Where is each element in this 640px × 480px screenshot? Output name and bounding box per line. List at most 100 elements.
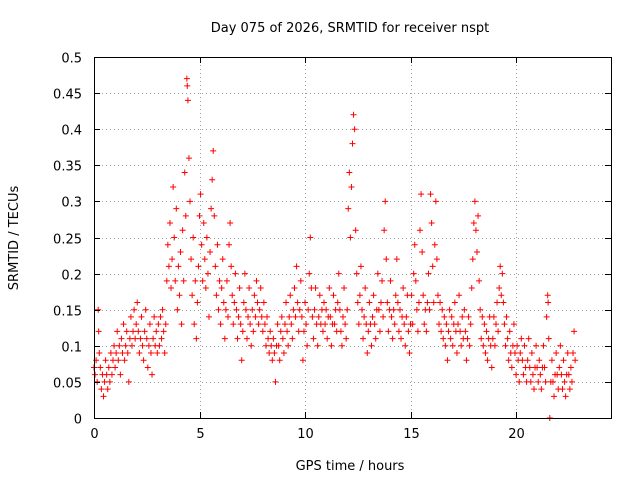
data-point <box>240 299 247 306</box>
data-point <box>260 299 267 306</box>
data-point <box>188 256 195 263</box>
data-point <box>511 350 518 357</box>
x-tick-label: 0 <box>90 427 98 442</box>
data-point <box>499 270 506 277</box>
data-point <box>253 277 260 284</box>
data-point <box>393 256 400 263</box>
data-point <box>215 306 222 313</box>
data-point <box>475 212 482 219</box>
data-point <box>132 335 139 342</box>
data-point <box>151 313 158 320</box>
data-point <box>409 321 416 328</box>
y-tick-label: 0.1 <box>61 341 82 356</box>
data-point <box>453 350 460 357</box>
data-point <box>379 277 386 284</box>
data-point <box>439 306 446 313</box>
data-point <box>143 335 150 342</box>
data-point <box>169 256 176 263</box>
y-axis-label: SRMTID / TECUs <box>7 186 22 291</box>
data-point <box>306 270 313 277</box>
data-point <box>108 371 115 378</box>
data-point <box>433 256 440 263</box>
data-point <box>431 241 438 248</box>
data-point <box>430 299 437 306</box>
data-point <box>158 335 165 342</box>
data-point <box>410 270 417 277</box>
data-point <box>467 321 474 328</box>
data-point <box>106 378 113 385</box>
data-point <box>527 378 534 385</box>
data-point <box>181 169 188 176</box>
data-point <box>444 357 451 364</box>
data-point <box>155 321 162 328</box>
data-point <box>284 328 291 335</box>
data-point <box>382 198 389 205</box>
data-point <box>266 350 273 357</box>
data-point <box>125 378 132 385</box>
data-point <box>118 335 125 342</box>
data-point <box>96 350 103 357</box>
data-point <box>561 378 568 385</box>
data-point <box>328 342 335 349</box>
data-point <box>195 263 202 270</box>
data-point <box>271 350 278 357</box>
data-point <box>290 306 297 313</box>
data-point <box>427 191 434 198</box>
data-point <box>560 357 567 364</box>
data-point <box>95 328 102 335</box>
data-point <box>566 386 573 393</box>
data-point <box>293 263 300 270</box>
data-point <box>241 270 248 277</box>
data-point <box>305 306 312 313</box>
data-point <box>287 292 294 299</box>
data-point <box>348 183 355 190</box>
data-point <box>341 285 348 292</box>
data-point <box>368 342 375 349</box>
data-point <box>255 321 262 328</box>
data-point <box>334 299 341 306</box>
data-point <box>365 328 372 335</box>
data-point <box>262 342 269 349</box>
data-point <box>558 371 565 378</box>
data-point <box>304 342 311 349</box>
data-point <box>310 335 317 342</box>
data-point <box>137 335 144 342</box>
data-point <box>292 313 299 320</box>
data-point <box>355 321 362 328</box>
data-point <box>344 306 351 313</box>
data-point <box>445 328 452 335</box>
data-point <box>360 335 367 342</box>
data-point <box>418 191 425 198</box>
data-point <box>545 299 552 306</box>
data-point <box>480 342 487 349</box>
data-point <box>102 357 109 364</box>
data-point <box>200 220 207 227</box>
data-point <box>232 270 239 277</box>
data-point <box>362 285 369 292</box>
data-point <box>369 313 376 320</box>
data-point <box>324 335 331 342</box>
data-point <box>567 364 574 371</box>
data-point <box>227 220 234 227</box>
data-point <box>514 342 521 349</box>
data-point <box>391 321 398 328</box>
data-point <box>542 378 549 385</box>
data-point <box>146 321 153 328</box>
data-point <box>257 285 264 292</box>
data-point <box>449 342 456 349</box>
data-point <box>160 328 167 335</box>
data-point <box>335 270 342 277</box>
data-point <box>209 176 216 183</box>
data-point <box>519 357 526 364</box>
data-point <box>356 292 363 299</box>
data-point <box>423 328 430 335</box>
data-point <box>533 342 540 349</box>
data-point <box>140 357 147 364</box>
data-point <box>285 342 292 349</box>
data-point <box>234 335 241 342</box>
data-point <box>483 328 490 335</box>
data-point <box>442 342 449 349</box>
data-point <box>504 335 511 342</box>
data-point <box>503 313 510 320</box>
data-point <box>374 270 381 277</box>
